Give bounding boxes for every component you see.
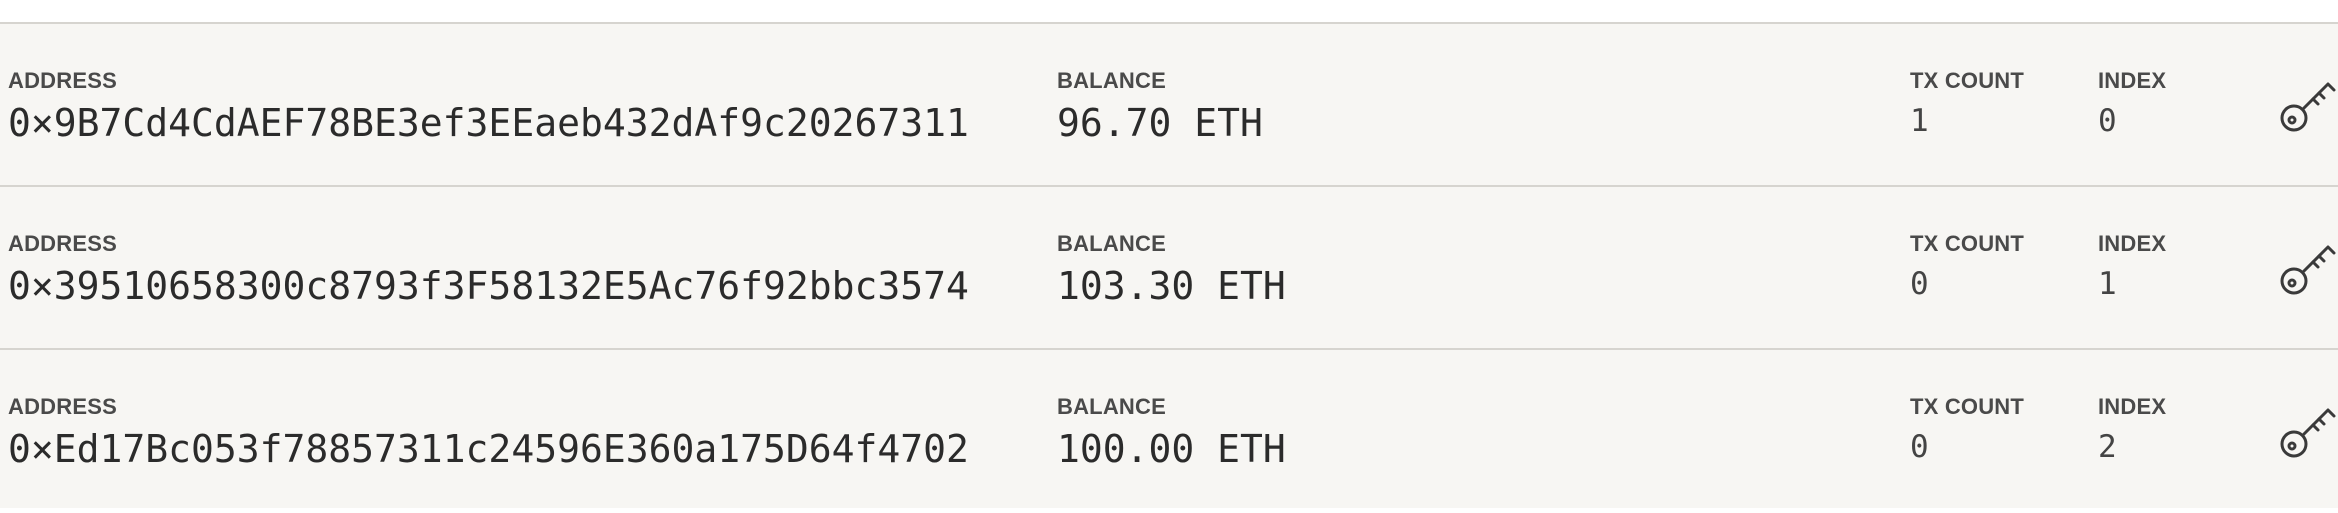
tx-count-field: TX COUNT 0 bbox=[1910, 233, 2024, 300]
address-label: ADDRESS bbox=[8, 231, 117, 256]
account-row: ADDRESS 0×Ed17Bc053f78857311c24596E360a1… bbox=[0, 350, 2338, 513]
address-label: ADDRESS bbox=[8, 68, 117, 93]
accounts-list: ADDRESS 0×9B7Cd4CdAEF78BE3ef3EEaeb432dAf… bbox=[0, 24, 2338, 508]
index-value: 2 bbox=[2098, 429, 2117, 465]
address-value: 0×39510658300c8793f3F58132E5Ac76f92bbc35… bbox=[8, 264, 969, 308]
balance-value: 96.70 ETH bbox=[1057, 101, 1263, 145]
tx-count-value: 0 bbox=[1910, 266, 1929, 302]
index-value: 0 bbox=[2098, 103, 2117, 139]
top-divider bbox=[0, 0, 2338, 24]
index-value: 1 bbox=[2098, 266, 2117, 302]
balance-label: BALANCE bbox=[1057, 394, 1166, 419]
tx-count-label: TX COUNT bbox=[1910, 394, 2025, 419]
address-field: ADDRESS 0×Ed17Bc053f78857311c24596E360a1… bbox=[8, 394, 969, 471]
balance-field: BALANCE 103.30 ETH bbox=[1057, 231, 1286, 308]
index-label: INDEX bbox=[2098, 394, 2167, 419]
account-row: ADDRESS 0×39510658300c8793f3F58132E5Ac76… bbox=[0, 187, 2338, 350]
show-keys-button[interactable] bbox=[2278, 239, 2338, 299]
balance-field: BALANCE 100.00 ETH bbox=[1057, 394, 1286, 471]
tx-count-label: TX COUNT bbox=[1910, 231, 2025, 256]
balance-label: BALANCE bbox=[1057, 231, 1166, 256]
tx-count-field: TX COUNT 1 bbox=[1910, 70, 2024, 137]
show-keys-button[interactable] bbox=[2278, 402, 2338, 462]
balance-field: BALANCE 96.70 ETH bbox=[1057, 68, 1263, 145]
index-label: INDEX bbox=[2098, 231, 2167, 256]
account-row: ADDRESS 0×9B7Cd4CdAEF78BE3ef3EEaeb432dAf… bbox=[0, 24, 2338, 187]
address-field: ADDRESS 0×9B7Cd4CdAEF78BE3ef3EEaeb432dAf… bbox=[8, 68, 969, 145]
address-value: 0×Ed17Bc053f78857311c24596E360a175D64f47… bbox=[8, 427, 969, 471]
tx-count-value: 1 bbox=[1910, 103, 1929, 139]
balance-value: 103.30 ETH bbox=[1057, 264, 1286, 308]
index-field: INDEX 0 bbox=[2098, 70, 2166, 137]
index-field: INDEX 1 bbox=[2098, 233, 2166, 300]
index-label: INDEX bbox=[2098, 68, 2167, 93]
key-icon bbox=[2280, 408, 2336, 458]
address-field: ADDRESS 0×39510658300c8793f3F58132E5Ac76… bbox=[8, 231, 969, 308]
tx-count-field: TX COUNT 0 bbox=[1910, 396, 2024, 463]
balance-value: 100.00 ETH bbox=[1057, 427, 1286, 471]
key-icon bbox=[2280, 245, 2336, 295]
tx-count-value: 0 bbox=[1910, 429, 1929, 465]
index-field: INDEX 2 bbox=[2098, 396, 2166, 463]
address-value: 0×9B7Cd4CdAEF78BE3ef3EEaeb432dAf9c202673… bbox=[8, 101, 969, 145]
show-keys-button[interactable] bbox=[2278, 76, 2338, 136]
balance-label: BALANCE bbox=[1057, 68, 1166, 93]
tx-count-label: TX COUNT bbox=[1910, 68, 2025, 93]
address-label: ADDRESS bbox=[8, 394, 117, 419]
key-icon bbox=[2280, 82, 2336, 132]
